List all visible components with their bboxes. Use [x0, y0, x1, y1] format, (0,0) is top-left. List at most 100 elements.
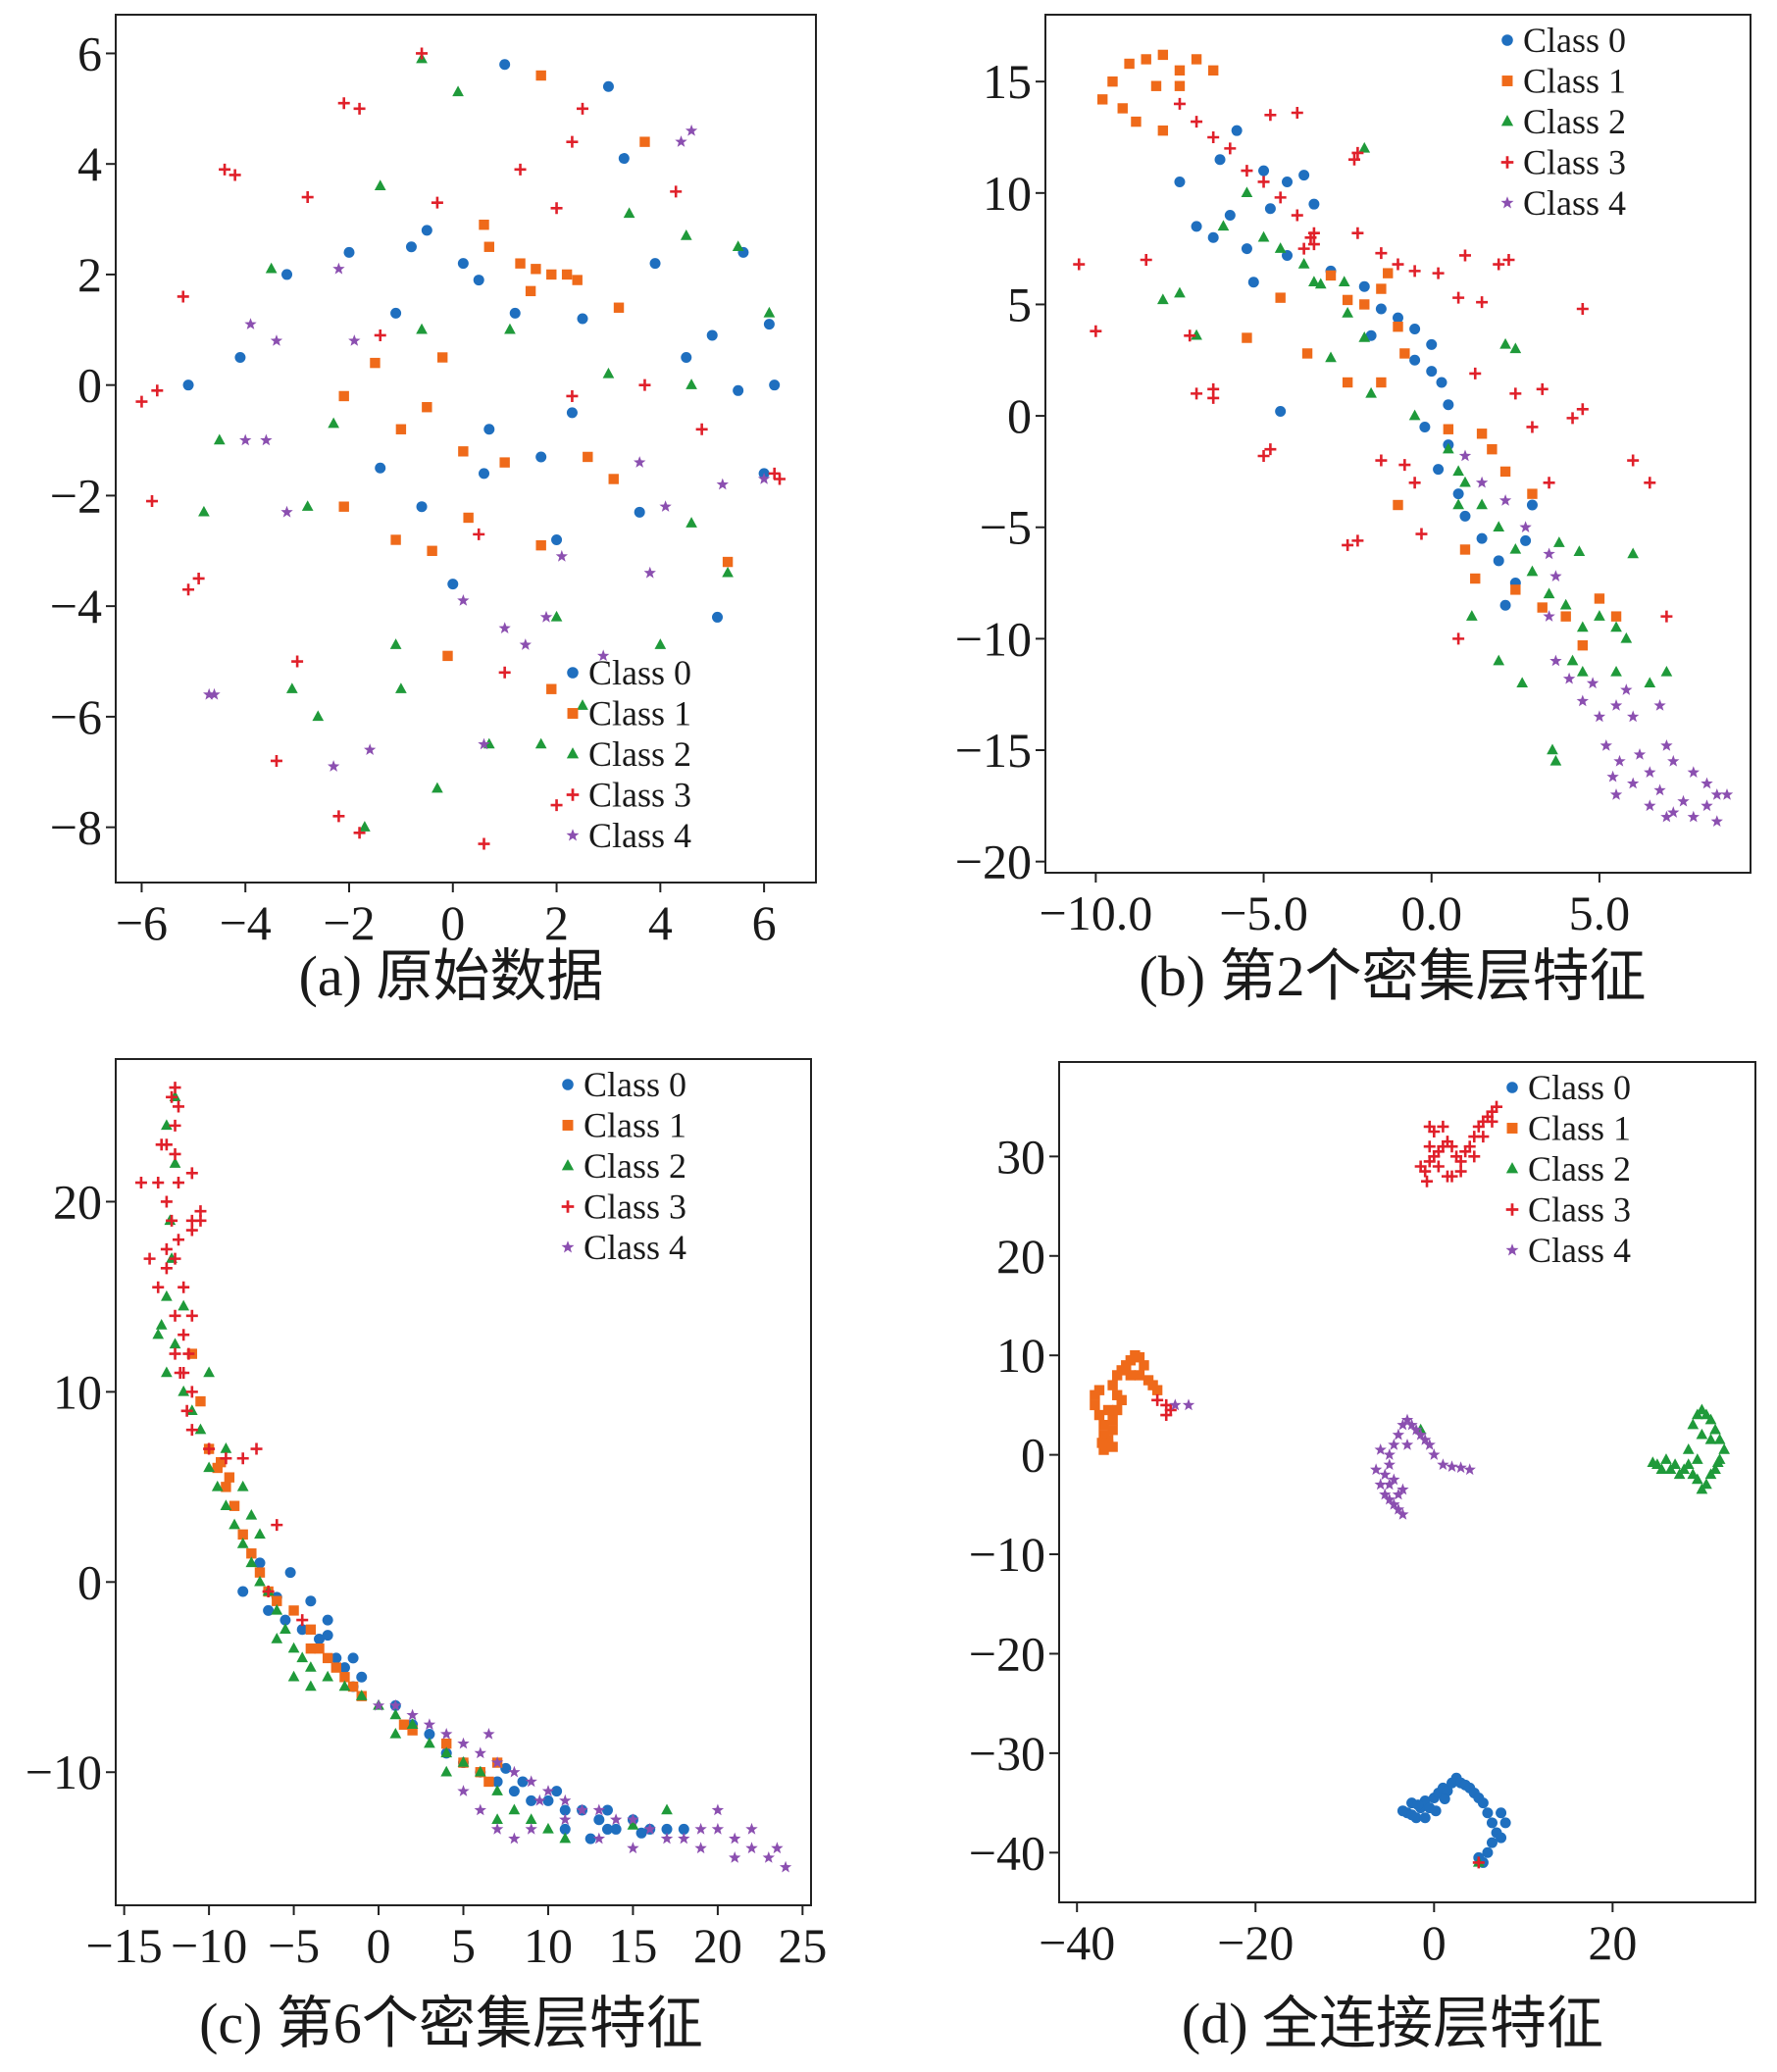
- point-class-1: [639, 136, 650, 147]
- series-class-2: [152, 1090, 673, 1844]
- x-tick-label: −6: [116, 895, 168, 950]
- point-class-2: [1452, 498, 1464, 510]
- point-class-0: [1496, 1807, 1507, 1819]
- point-class-0: [577, 313, 588, 325]
- point-class-4: [779, 1860, 792, 1873]
- x-tick-label: 5: [451, 1918, 476, 1973]
- point-class-0: [234, 351, 246, 363]
- point-class-0: [1258, 165, 1270, 177]
- point-class-4: [1182, 1398, 1195, 1411]
- point-class-3: [1207, 391, 1220, 404]
- point-class-1: [561, 269, 573, 280]
- point-class-3: [1307, 227, 1320, 239]
- point-class-4: [1388, 1497, 1400, 1510]
- point-class-3: [1151, 1393, 1164, 1406]
- point-class-1: [395, 424, 407, 434]
- point-class-0: [601, 1804, 613, 1816]
- point-class-1: [572, 275, 583, 285]
- point-class-2: [1499, 337, 1511, 349]
- point-class-3: [219, 163, 231, 176]
- point-class-0: [678, 1823, 689, 1835]
- point-class-4: [1396, 1508, 1409, 1520]
- point-class-1: [1527, 488, 1538, 499]
- point-class-3: [169, 1309, 181, 1322]
- point-class-4: [559, 1794, 572, 1806]
- point-class-3: [1576, 403, 1589, 416]
- point-class-4: [1609, 788, 1623, 800]
- point-class-1: [288, 1605, 299, 1616]
- point-class-4: [1454, 1461, 1467, 1474]
- point-class-2: [1408, 409, 1421, 421]
- point-class-2: [1493, 521, 1505, 531]
- point-class-1: [195, 1395, 206, 1407]
- x-tick-label: −5: [268, 1918, 320, 1973]
- series-class-3: [135, 47, 786, 850]
- y-tick-label: 0: [1021, 1428, 1045, 1483]
- point-class-0: [1476, 532, 1488, 544]
- point-class-0: [237, 1586, 249, 1597]
- point-class-3: [1375, 454, 1388, 467]
- point-class-4: [1392, 1428, 1405, 1440]
- point-class-3: [332, 810, 345, 823]
- point-class-4: [457, 1785, 470, 1796]
- point-class-3: [301, 191, 314, 204]
- point-class-3: [1191, 116, 1203, 128]
- point-class-1: [531, 264, 541, 275]
- point-class-3: [1543, 477, 1555, 489]
- point-class-0: [1409, 354, 1421, 366]
- point-class-2: [406, 1718, 419, 1729]
- point-class-4: [364, 743, 377, 755]
- legend-marker-class-2: [1500, 115, 1514, 126]
- point-class-4: [771, 1842, 784, 1854]
- point-class-1: [441, 1738, 452, 1749]
- point-class-1: [1301, 348, 1313, 359]
- point-class-4: [610, 1813, 623, 1825]
- point-class-2: [432, 782, 443, 793]
- legend-label-class-0: Class 0: [588, 653, 691, 692]
- point-class-1: [305, 1642, 317, 1654]
- point-class-1: [1151, 1385, 1163, 1395]
- point-class-2: [389, 1727, 402, 1739]
- y-tick-label: 15: [983, 54, 1032, 109]
- x-tick-label: 0.0: [1400, 885, 1462, 940]
- legend-marker-class-3: [1505, 1203, 1519, 1216]
- point-class-2: [245, 1508, 258, 1520]
- point-class-2: [1696, 1483, 1708, 1494]
- point-class-4: [694, 1842, 707, 1854]
- point-class-0: [284, 1567, 296, 1579]
- point-class-0: [601, 1823, 613, 1835]
- point-class-2: [322, 1670, 334, 1682]
- point-class-2: [1559, 598, 1572, 610]
- point-class-2: [1493, 654, 1505, 666]
- point-class-0: [712, 611, 724, 623]
- point-class-0: [1365, 329, 1377, 341]
- point-class-4: [1576, 694, 1589, 707]
- point-class-2: [685, 379, 697, 389]
- point-class-1: [1499, 466, 1511, 478]
- plot-frame: [115, 1058, 812, 1906]
- point-class-3: [291, 655, 304, 668]
- point-class-0: [1207, 231, 1219, 243]
- point-class-2: [1274, 242, 1287, 253]
- series-class-1: [338, 70, 734, 694]
- series-class-3: [1151, 1100, 1503, 1869]
- point-class-1: [221, 1482, 231, 1492]
- point-class-3: [1441, 1170, 1453, 1183]
- point-class-4: [1606, 770, 1619, 783]
- point-class-2: [1620, 632, 1633, 643]
- point-class-3: [1458, 249, 1471, 262]
- legend-label-class-3: Class 3: [588, 776, 691, 815]
- point-class-1: [224, 1472, 235, 1483]
- point-class-3: [374, 328, 386, 341]
- point-class-1: [1275, 292, 1286, 303]
- point-class-4: [239, 433, 252, 446]
- point-class-0: [535, 451, 547, 463]
- point-class-3: [550, 799, 563, 812]
- point-class-0: [483, 424, 495, 435]
- series-class-0: [1396, 1772, 1511, 1868]
- point-class-3: [1351, 534, 1364, 547]
- point-class-1: [1476, 429, 1488, 439]
- point-class-4: [1660, 739, 1673, 751]
- point-class-2: [161, 1289, 173, 1301]
- point-class-2: [550, 610, 563, 622]
